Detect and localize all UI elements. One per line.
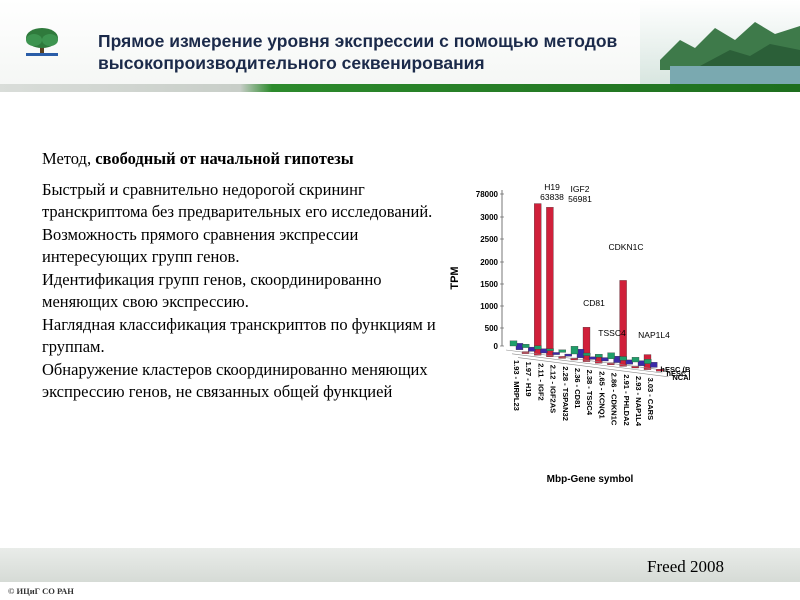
series-floor <box>505 349 657 370</box>
method-prefix: Метод, <box>42 149 96 168</box>
y-tick-label: 1500 <box>480 280 498 289</box>
x-tick-label: 3.03 - CARS <box>646 378 655 421</box>
y-tick-label: 1000 <box>480 302 498 311</box>
bar <box>619 356 627 361</box>
bar <box>558 349 566 353</box>
y-tick-label: 2500 <box>480 235 498 244</box>
header-divider <box>0 84 800 92</box>
bar <box>601 357 609 362</box>
y-tick-label: 3000 <box>480 213 498 222</box>
x-tick-label: 2.38 - TSSC4 <box>585 370 594 416</box>
bar <box>650 362 658 368</box>
slide-header: Прямое измерение уровня экспрессии с пом… <box>0 0 800 92</box>
bar <box>607 352 615 359</box>
reference-citation: Freed 2008 <box>647 557 724 576</box>
method-emphasis: свободный от начальной гипотезы <box>95 149 354 168</box>
body-text: Быстрый и сравнительно недорогой скринин… <box>42 179 436 402</box>
slide-footer <box>0 548 800 582</box>
bar-label: CD81 <box>583 298 605 308</box>
landscape-image <box>640 0 800 84</box>
bar-label: TSSC4 <box>598 328 626 338</box>
y-tick-label: 500 <box>485 324 499 333</box>
x-tick-label: 2.36 - CD81 <box>573 368 582 408</box>
y-tick-label: 78000 <box>476 190 499 199</box>
y-tick-label: 2000 <box>480 258 498 267</box>
copyright-text: © ИЦиГ СО РАН <box>8 586 74 596</box>
method-line: Метод, свободный от начальной гипотезы <box>42 148 442 171</box>
bar <box>522 344 530 348</box>
tree-logo-icon <box>26 28 58 56</box>
series-label: hESC (pooled) <box>666 369 690 378</box>
y-axis-label: TPM <box>449 266 461 289</box>
bar <box>570 346 579 355</box>
slide-body: Метод, свободный от начальной гипотезы Б… <box>42 148 442 404</box>
x-tick-label: 1.97 - H19 <box>524 362 533 397</box>
bar <box>534 345 542 350</box>
bar <box>595 354 603 358</box>
x-tick-label: 2.11 - IGF2 <box>536 363 545 401</box>
x-axis-label: Mbp-Gene symbol <box>547 474 634 485</box>
bar <box>546 207 554 357</box>
slide-title: Прямое измерение уровня экспрессии с пом… <box>98 31 618 73</box>
series-label: NCAM+ (Sorted) <box>672 373 690 382</box>
x-tick-label: 2.12 - IGF2AS <box>549 365 558 413</box>
x-tick-label: 2.86 - CDKN1C <box>610 373 619 426</box>
bar-label: IGF2 <box>571 184 590 194</box>
series-floor <box>517 357 669 378</box>
bar-value-label: 63838 <box>540 192 564 202</box>
x-tick-label: 1.93 - MRPL23 <box>512 360 521 411</box>
bar <box>589 356 597 360</box>
expression-bar-chart: 78000 3000 2500 2000 1500 1000 500 0 TPM NCAM+ (S… <box>449 182 690 485</box>
bar <box>644 359 652 364</box>
bar <box>583 352 591 356</box>
bar <box>534 203 542 356</box>
bar-label: NAP1L4 <box>638 330 670 340</box>
bar-label: H19 <box>544 182 560 192</box>
bar-value-label: 56981 <box>568 194 592 204</box>
bar <box>631 357 640 363</box>
bar <box>552 352 560 355</box>
bar-label: CDKN1C <box>609 242 644 252</box>
x-tick-label: 2.28 - TSPAN32 <box>561 366 570 420</box>
bar <box>582 327 591 362</box>
bar <box>509 340 518 347</box>
bar <box>619 280 627 367</box>
bar <box>564 353 572 357</box>
bar <box>546 348 554 351</box>
y-tick-label: 0 <box>494 342 499 351</box>
x-tick-label: 2.91 - PHLDA2 <box>622 374 631 425</box>
bar <box>656 369 664 372</box>
series-label: hESC (BG02) <box>660 365 690 374</box>
x-tick-label: 2.65 - KCNQ1 <box>597 371 606 419</box>
x-tick-label: 2.93 - NAP1L4 <box>634 376 643 427</box>
series-floor <box>511 353 663 374</box>
